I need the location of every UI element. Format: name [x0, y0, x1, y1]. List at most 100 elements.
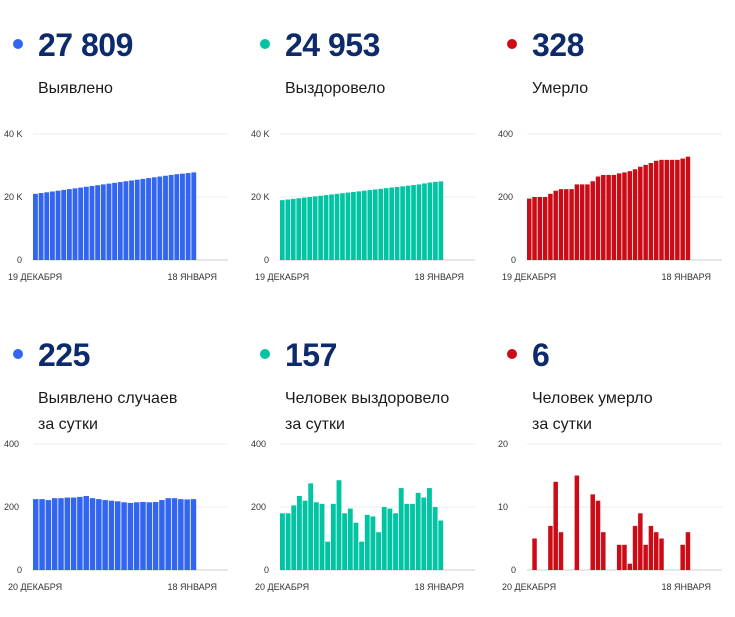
- bar: [564, 189, 569, 261]
- stat-label-line-2: за сутки: [532, 416, 592, 433]
- bar: [590, 494, 595, 570]
- bar: [659, 159, 664, 260]
- bar: [438, 520, 444, 570]
- stat-label: Человек выздоровело за сутки: [285, 386, 475, 438]
- bar: [542, 197, 548, 260]
- bar: [387, 508, 393, 570]
- bar: [432, 507, 438, 570]
- bar: [38, 193, 44, 260]
- stat-label: Человек умерло за сутки: [532, 386, 722, 438]
- bar: [422, 183, 427, 260]
- bar: [362, 190, 367, 260]
- stat-label: Выявлено: [38, 76, 228, 102]
- bar: [574, 475, 580, 570]
- bar: [616, 173, 622, 261]
- bar: [178, 499, 184, 571]
- stat-value: 328: [532, 27, 584, 63]
- bar: [191, 172, 197, 260]
- y-tick-label: 0: [511, 255, 516, 265]
- bar: [58, 498, 64, 570]
- bar: [296, 495, 302, 570]
- bar: [312, 196, 318, 260]
- bar: [302, 500, 308, 570]
- bar-chart: 40 K 20 K 0 19 ДЕКАБРЯ 18 ЯНВАРЯ: [4, 129, 228, 282]
- bar: [285, 513, 291, 570]
- bar: [532, 538, 537, 570]
- bar: [308, 483, 314, 571]
- bar: [45, 500, 52, 570]
- bar: [49, 191, 55, 260]
- bar: [51, 498, 58, 570]
- bar: [64, 497, 71, 570]
- y-tick-label: 20 K: [251, 192, 270, 202]
- bar: [83, 495, 89, 570]
- bar: [345, 192, 351, 260]
- legend-dot-icon: [260, 39, 270, 49]
- bar: [553, 190, 558, 260]
- bar: [548, 193, 553, 260]
- x-tick-label-start: 20 ДЕКАБРЯ: [255, 582, 309, 592]
- bar: [353, 522, 359, 570]
- bar: [55, 190, 61, 260]
- x-tick-label-start: 20 ДЕКАБРЯ: [8, 582, 62, 592]
- bar: [616, 544, 622, 570]
- bar: [606, 174, 611, 260]
- bar: [410, 503, 415, 570]
- bar: [398, 488, 404, 570]
- bar: [537, 197, 543, 260]
- bar: [378, 188, 384, 260]
- bar: [72, 188, 78, 260]
- bar: [123, 181, 129, 260]
- y-tick-label: 0: [17, 565, 22, 575]
- bar: [548, 525, 553, 570]
- bar: [133, 502, 140, 570]
- stat-label-line-2: за сутки: [38, 416, 98, 433]
- x-tick-label-end: 18 ЯНВАРЯ: [414, 582, 464, 592]
- bar: [585, 184, 590, 260]
- bar: [638, 166, 643, 260]
- bar: [77, 496, 83, 570]
- bar: [632, 169, 638, 260]
- stat-label-line-1: Выздоровело: [285, 80, 386, 97]
- stat-value: 225: [38, 337, 90, 373]
- bar: [370, 516, 376, 570]
- bar: [411, 185, 416, 260]
- bar: [140, 178, 146, 260]
- bar: [121, 502, 127, 570]
- bar: [325, 541, 331, 570]
- x-tick-label-end: 18 ЯНВАРЯ: [414, 272, 464, 282]
- bar: [415, 492, 421, 570]
- bar: [280, 200, 285, 260]
- bar: [438, 181, 444, 260]
- bar: [190, 499, 197, 571]
- bar: [146, 178, 151, 260]
- bar: [383, 188, 389, 260]
- bar: [89, 498, 96, 570]
- bar: [70, 497, 77, 570]
- y-tick-label: 400: [498, 129, 513, 139]
- y-tick-label: 20: [498, 439, 508, 449]
- bar: [112, 182, 118, 260]
- stat-label-line-2: за сутки: [285, 416, 345, 433]
- bar: [622, 172, 627, 260]
- y-tick-label: 10: [498, 502, 508, 512]
- bar: [152, 501, 159, 570]
- bar: [347, 508, 353, 570]
- bar: [553, 481, 558, 570]
- bar: [185, 173, 191, 260]
- bar: [100, 184, 106, 260]
- bar: [579, 184, 585, 260]
- bar: [558, 189, 564, 261]
- x-tick-label-end: 18 ЯНВАРЯ: [167, 272, 217, 282]
- bar: [342, 513, 348, 570]
- stat-value: 24 953: [285, 27, 380, 63]
- y-tick-label: 0: [17, 255, 22, 265]
- bar: [146, 502, 153, 570]
- legend-dot-icon: [13, 349, 23, 359]
- bar: [285, 199, 291, 260]
- bar: [427, 488, 432, 570]
- bar: [134, 179, 140, 260]
- bar: [157, 176, 163, 260]
- y-tick-label: 40 K: [251, 129, 270, 139]
- bar: [648, 162, 654, 260]
